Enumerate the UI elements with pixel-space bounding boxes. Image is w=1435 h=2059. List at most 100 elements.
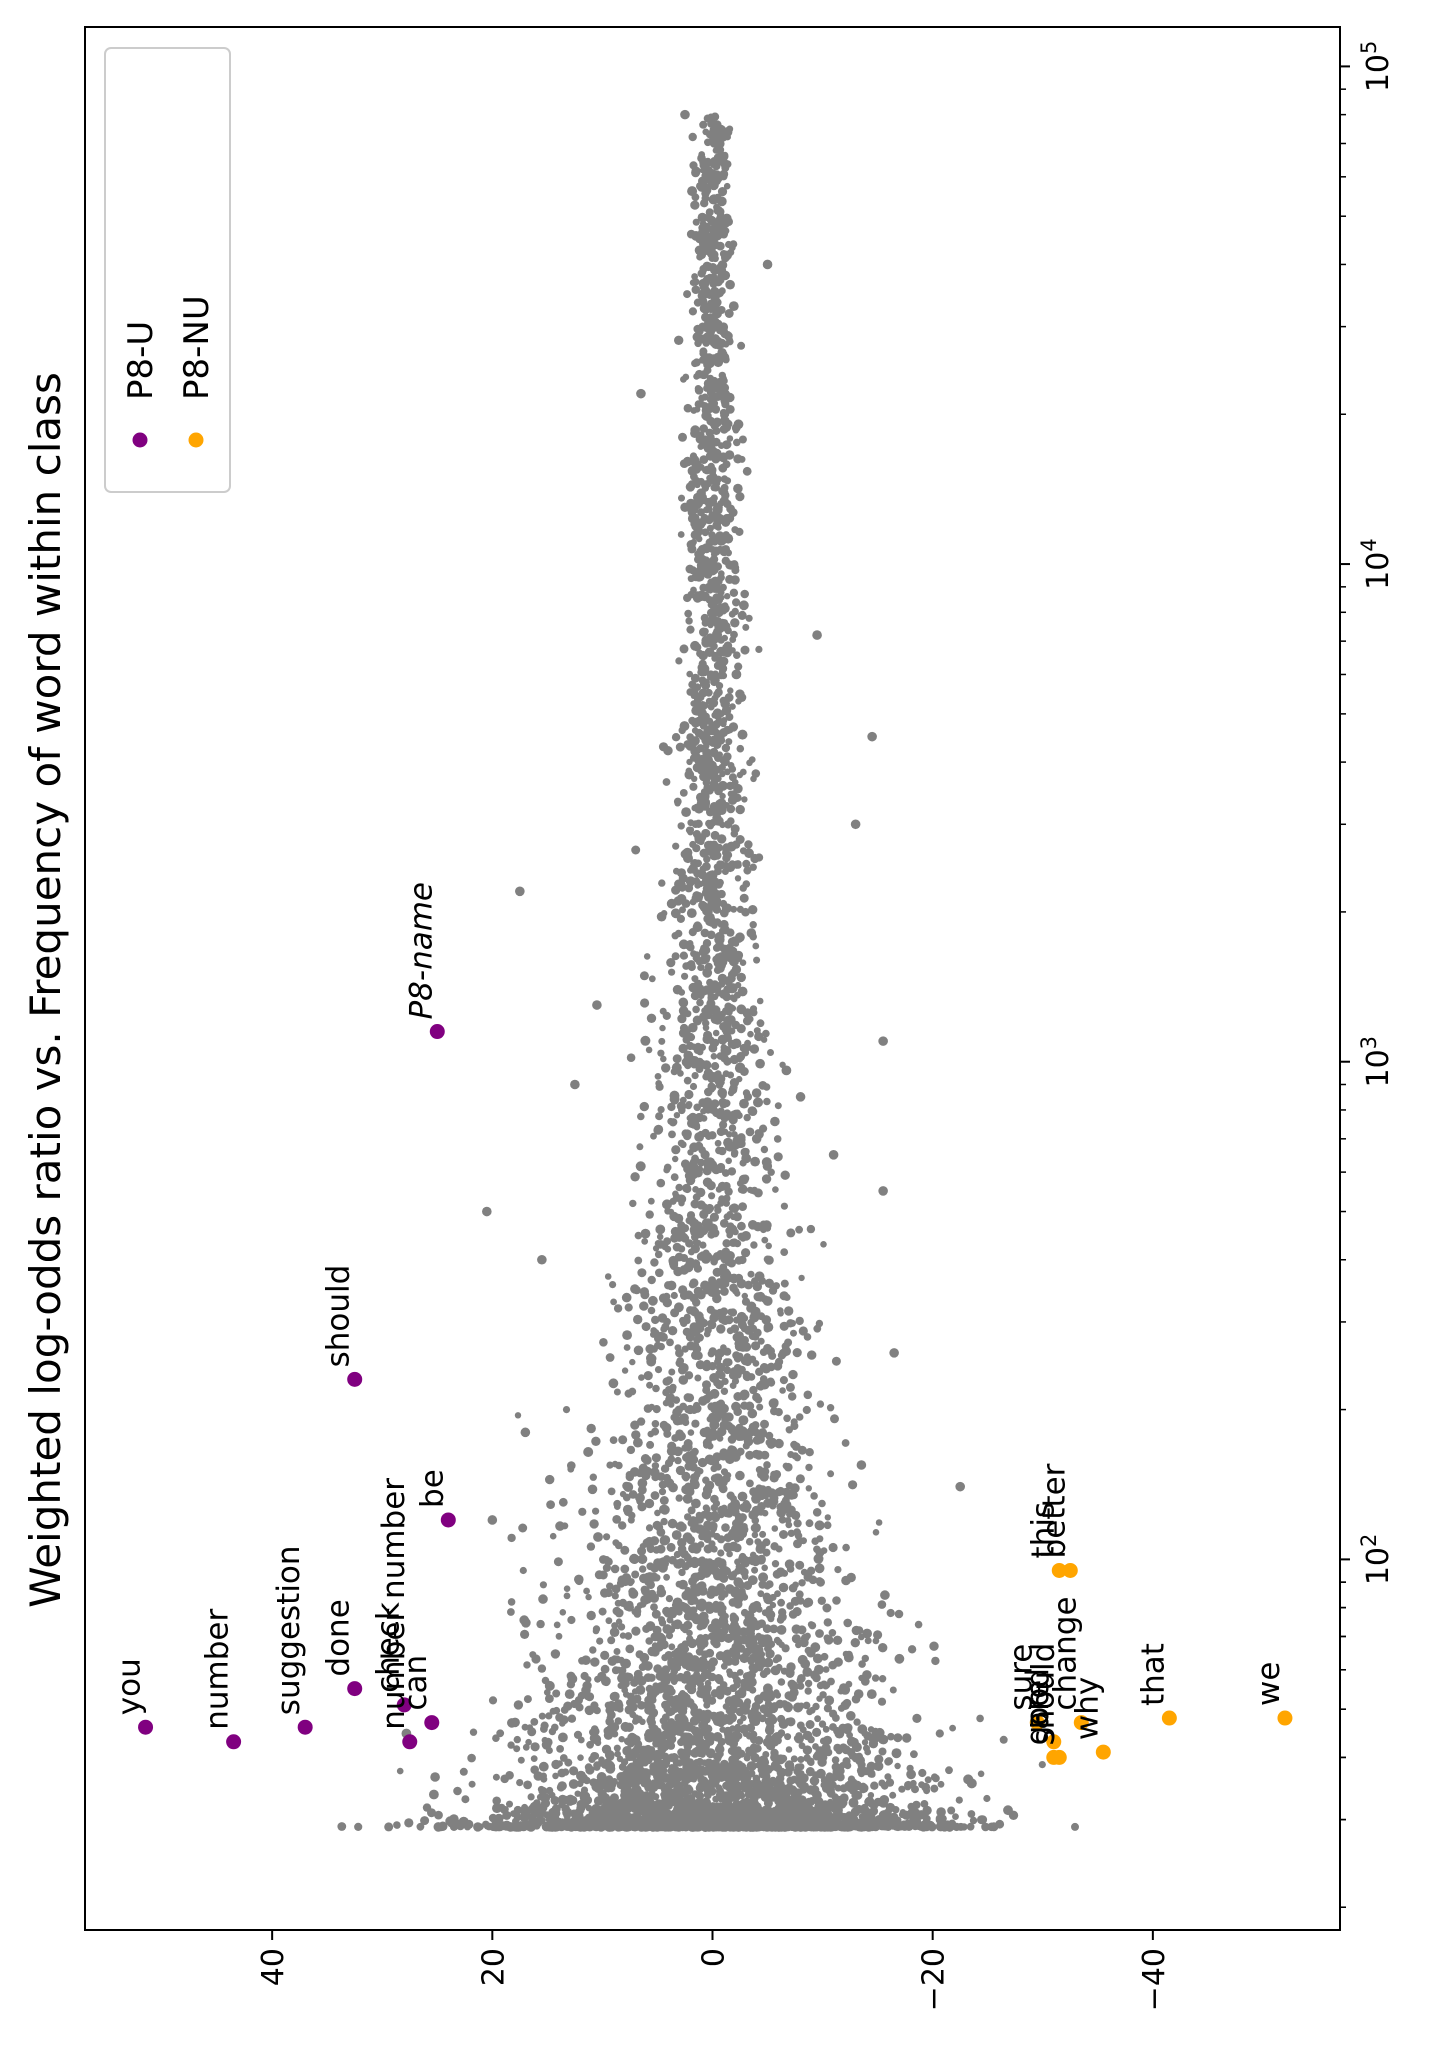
background-point <box>741 1248 751 1258</box>
background-point <box>779 1387 786 1394</box>
background-point <box>710 1309 719 1318</box>
background-point <box>585 1804 593 1812</box>
background-point <box>636 1602 644 1609</box>
background-point <box>673 1213 684 1224</box>
background-point <box>814 1520 825 1531</box>
background-point <box>724 1656 734 1666</box>
background-point <box>749 921 757 929</box>
background-point <box>845 1811 853 1819</box>
background-point <box>776 1625 787 1635</box>
background-point <box>692 830 702 839</box>
background-point <box>758 1572 769 1583</box>
background-point <box>750 1753 760 1763</box>
background-point <box>657 1342 665 1351</box>
background-point <box>791 1510 801 1520</box>
background-point <box>623 1737 632 1746</box>
background-point <box>912 1713 922 1723</box>
background-point <box>507 1608 515 1616</box>
background-point <box>807 1758 815 1766</box>
background-point <box>745 1127 755 1137</box>
background-point <box>750 1156 760 1167</box>
background-point <box>707 1696 717 1705</box>
background-point <box>740 589 749 599</box>
background-point <box>748 905 758 915</box>
background-point <box>745 1402 752 1409</box>
background-point <box>861 1739 869 1746</box>
background-point <box>660 1055 667 1063</box>
background-point <box>711 1567 721 1577</box>
background-point <box>695 535 703 543</box>
background-point <box>726 804 736 814</box>
background-point <box>758 1770 767 1779</box>
background-point <box>697 212 708 223</box>
background-point <box>969 1816 978 1825</box>
background-point <box>556 1745 564 1753</box>
background-point <box>626 1796 635 1806</box>
background-point <box>761 1564 768 1572</box>
background-point <box>634 1256 643 1265</box>
background-point <box>628 1490 638 1499</box>
background-point <box>737 1491 748 1502</box>
background-point <box>645 1046 653 1054</box>
background-point <box>729 947 738 955</box>
background-point <box>702 862 711 871</box>
background-point <box>798 1702 805 1710</box>
background-point <box>763 1255 772 1264</box>
background-point <box>707 930 716 940</box>
background-point <box>857 1770 866 1778</box>
background-point <box>710 240 720 250</box>
background-point <box>750 1241 758 1249</box>
background-point <box>689 1476 699 1486</box>
background-point <box>887 1805 895 1812</box>
background-point <box>530 1718 539 1726</box>
background-point <box>775 1663 783 1672</box>
background-point <box>694 892 704 901</box>
background-point <box>822 1603 832 1613</box>
background-point <box>707 1082 715 1090</box>
background-point <box>614 1503 621 1510</box>
background-point <box>613 1304 623 1313</box>
background-point <box>657 1562 668 1573</box>
background-point <box>646 1702 656 1713</box>
background-point <box>743 1784 753 1794</box>
background-point <box>725 1157 732 1165</box>
background-point <box>710 1494 719 1504</box>
background-point <box>712 120 722 130</box>
background-point <box>709 1212 720 1222</box>
background-point <box>611 1592 619 1600</box>
chart-title: Weighted log-odds ratio vs. Frequency of… <box>21 372 70 1608</box>
background-point <box>754 1660 762 1668</box>
background-point <box>708 1657 718 1667</box>
background-point <box>673 1550 682 1559</box>
background-point <box>755 1367 764 1377</box>
background-point <box>802 1599 811 1608</box>
background-point <box>690 859 700 869</box>
background-point <box>591 1783 598 1790</box>
background-point <box>552 1706 561 1715</box>
background-point <box>880 1590 890 1600</box>
background-point <box>831 1356 841 1366</box>
background-point <box>668 1368 676 1376</box>
background-point <box>647 1306 656 1315</box>
background-point <box>581 1655 591 1665</box>
background-point <box>734 1290 741 1297</box>
background-point <box>756 1403 764 1411</box>
background-point <box>719 1120 728 1129</box>
background-point <box>507 1741 515 1749</box>
background-point <box>793 1519 802 1528</box>
background-point <box>683 1076 692 1085</box>
background-point <box>727 1071 735 1079</box>
background-point <box>655 1224 666 1235</box>
background-point <box>683 1164 692 1174</box>
background-point <box>716 860 723 867</box>
background-point <box>749 1743 759 1752</box>
background-point <box>420 1816 430 1826</box>
background-point <box>935 1729 944 1738</box>
background-point <box>690 673 700 683</box>
background-point <box>655 1080 663 1087</box>
background-point <box>873 1761 884 1772</box>
background-point <box>712 905 722 914</box>
background-point <box>567 1714 577 1723</box>
background-point <box>654 1509 661 1517</box>
background-point <box>745 614 753 622</box>
